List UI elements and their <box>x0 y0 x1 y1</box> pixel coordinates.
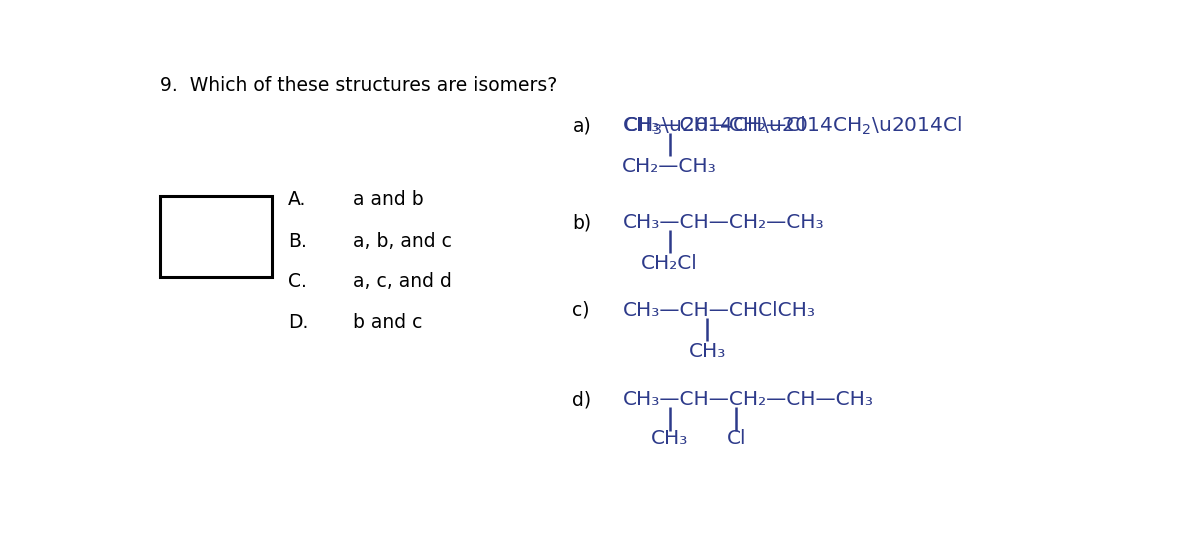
Text: c): c) <box>572 301 590 320</box>
Text: CH₂Cl: CH₂Cl <box>641 254 698 273</box>
Text: CH₃—CH—CH₂—Cl: CH₃—CH—CH₂—Cl <box>623 116 806 135</box>
Text: a and b: a and b <box>353 190 424 209</box>
Text: C.: C. <box>288 272 307 292</box>
Text: d): d) <box>572 390 592 409</box>
Text: A.: A. <box>288 190 306 209</box>
Text: B.: B. <box>288 232 307 251</box>
Text: D.: D. <box>288 313 308 332</box>
Text: CH₃—CH—CH₂—CH₃: CH₃—CH—CH₂—CH₃ <box>623 213 824 232</box>
Text: Cl: Cl <box>726 429 746 448</box>
Text: b and c: b and c <box>353 313 422 332</box>
Text: CH₃—CH—CHClCH₃: CH₃—CH—CHClCH₃ <box>623 301 816 320</box>
Text: $\mathregular{CH_3}$\u2014$\mathregular{CH}$\u2014$\mathregular{CH_2}$\u2014$\ma: $\mathregular{CH_3}$\u2014$\mathregular{… <box>623 115 961 136</box>
Text: b): b) <box>572 213 592 232</box>
Text: a, b, and c: a, b, and c <box>353 232 452 251</box>
Text: 9.  Which of these structures are isomers?: 9. Which of these structures are isomers… <box>160 76 557 96</box>
Text: a): a) <box>572 116 592 135</box>
FancyBboxPatch shape <box>160 195 272 276</box>
Text: a, c, and d: a, c, and d <box>353 272 452 292</box>
Text: CH₃: CH₃ <box>650 429 689 448</box>
Text: CH₃—CH—CH₂—CH—CH₃: CH₃—CH—CH₂—CH—CH₃ <box>623 390 874 409</box>
Text: CH₂—CH₃: CH₂—CH₃ <box>622 157 716 176</box>
Text: CH₃: CH₃ <box>689 342 726 361</box>
